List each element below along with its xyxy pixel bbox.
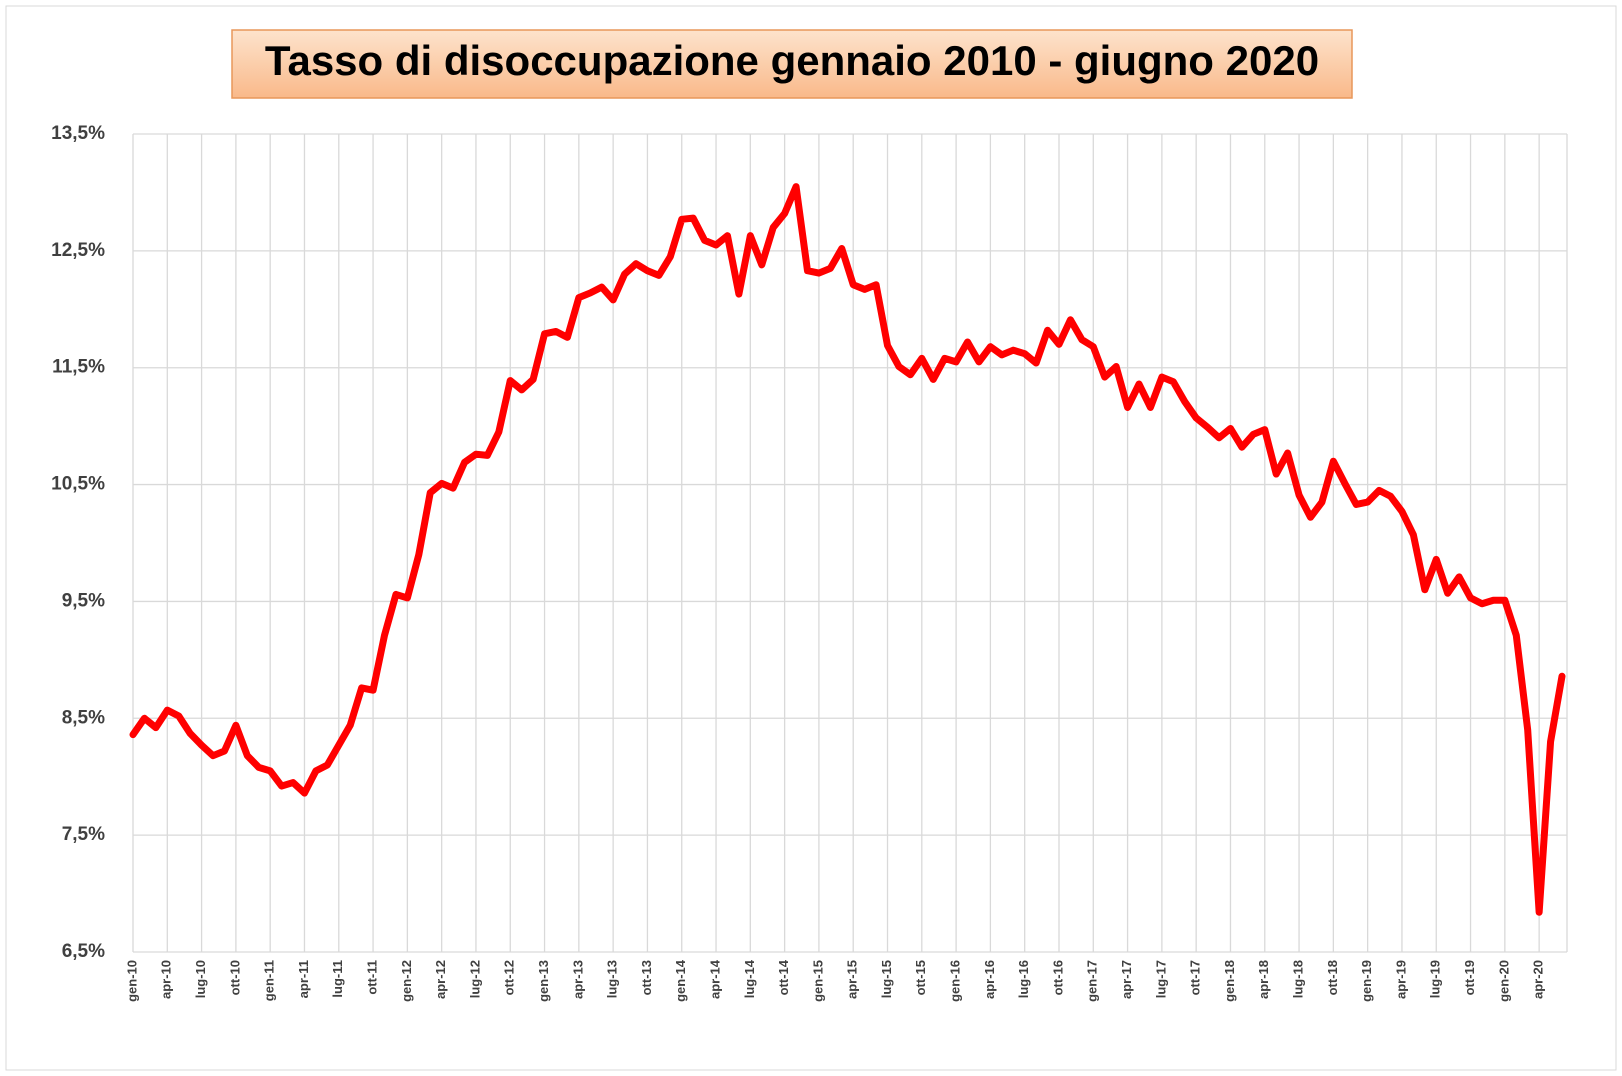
y-tick-label: 9,5% bbox=[62, 590, 105, 611]
x-tick-label: apr-12 bbox=[433, 960, 448, 999]
x-tick-label: lug-13 bbox=[605, 960, 620, 998]
y-tick-label: 6,5% bbox=[62, 941, 105, 962]
x-tick-label: gen-10 bbox=[124, 960, 139, 1002]
plot bbox=[129, 183, 1566, 916]
x-tick-label: ott-17 bbox=[1188, 960, 1203, 995]
x-tick-label: ott-19 bbox=[1462, 960, 1477, 995]
x-tick-label: lug-14 bbox=[742, 959, 757, 998]
x-tick-label: gen-14 bbox=[673, 959, 688, 1002]
x-tick-label: apr-18 bbox=[1256, 960, 1271, 999]
x-tick-label: lug-18 bbox=[1291, 960, 1306, 998]
x-tick-label: apr-20 bbox=[1531, 960, 1546, 999]
x-tick-label: gen-17 bbox=[1085, 960, 1100, 1002]
data-line bbox=[129, 183, 1566, 916]
x-tick-label: apr-10 bbox=[159, 960, 174, 999]
grid: 6,5% 7,5% 8,5% 9,5% 10,5% 11,5% 12,5% 13,5% gen-… bbox=[51, 123, 1568, 1002]
x-tick-label: ott-12 bbox=[502, 960, 517, 995]
x-tick-label: apr-14 bbox=[707, 959, 722, 999]
x-tick-label: apr-13 bbox=[570, 960, 585, 999]
chart-title: Tasso di disoccupazione gennaio 2010 - g… bbox=[265, 37, 1319, 84]
y-tick-label: 8,5% bbox=[62, 707, 105, 728]
y-tick-label: 12,5% bbox=[51, 240, 105, 261]
chart-frame bbox=[5, 5, 1617, 1071]
x-tick-label: ott-11 bbox=[365, 960, 380, 995]
y-tick-label: 13,5% bbox=[51, 123, 105, 144]
x-tick-label: gen-13 bbox=[536, 960, 551, 1002]
x-tick-label: ott-14 bbox=[776, 959, 791, 995]
x-tick-label: apr-16 bbox=[982, 960, 997, 999]
x-tick-label: ott-16 bbox=[1050, 960, 1065, 995]
title-box bbox=[231, 29, 1353, 99]
x-tick-label: gen-15 bbox=[810, 960, 825, 1002]
x-tick-label: gen-16 bbox=[948, 960, 963, 1002]
x-tick-label: gen-20 bbox=[1496, 960, 1511, 1002]
x-tick-label: lug-19 bbox=[1428, 960, 1443, 998]
y-tick-label: 11,5% bbox=[52, 357, 105, 378]
y-tick-label: 10,5% bbox=[51, 474, 105, 495]
x-tick-label: apr-19 bbox=[1393, 960, 1408, 999]
x-tick-label: lug-15 bbox=[879, 960, 894, 998]
x-tick-label: gen-12 bbox=[399, 960, 414, 1002]
x-tick-label: lug-11 bbox=[330, 960, 345, 998]
x-tick-label: ott-13 bbox=[639, 960, 654, 995]
x-tick-label: apr-15 bbox=[845, 960, 860, 999]
x-tick-label: gen-18 bbox=[1222, 960, 1237, 1002]
x-tick-label: apr-17 bbox=[1119, 960, 1134, 999]
x-tick-label: lug-16 bbox=[1016, 960, 1031, 998]
y-tick-label: 7,5% bbox=[62, 824, 105, 845]
x-tick-label: gen-11 bbox=[262, 960, 277, 1001]
x-tick-label: lug-17 bbox=[1153, 960, 1168, 998]
x-tick-label: lug-10 bbox=[193, 960, 208, 998]
x-tick-label: gen-19 bbox=[1359, 960, 1374, 1002]
x-tick-label: ott-10 bbox=[227, 960, 242, 995]
x-tick-label: ott-18 bbox=[1325, 960, 1340, 995]
x-tick-label: apr-11 bbox=[296, 960, 311, 998]
x-tick-label: lug-12 bbox=[467, 960, 482, 998]
x-tick-label: ott-15 bbox=[913, 960, 928, 995]
